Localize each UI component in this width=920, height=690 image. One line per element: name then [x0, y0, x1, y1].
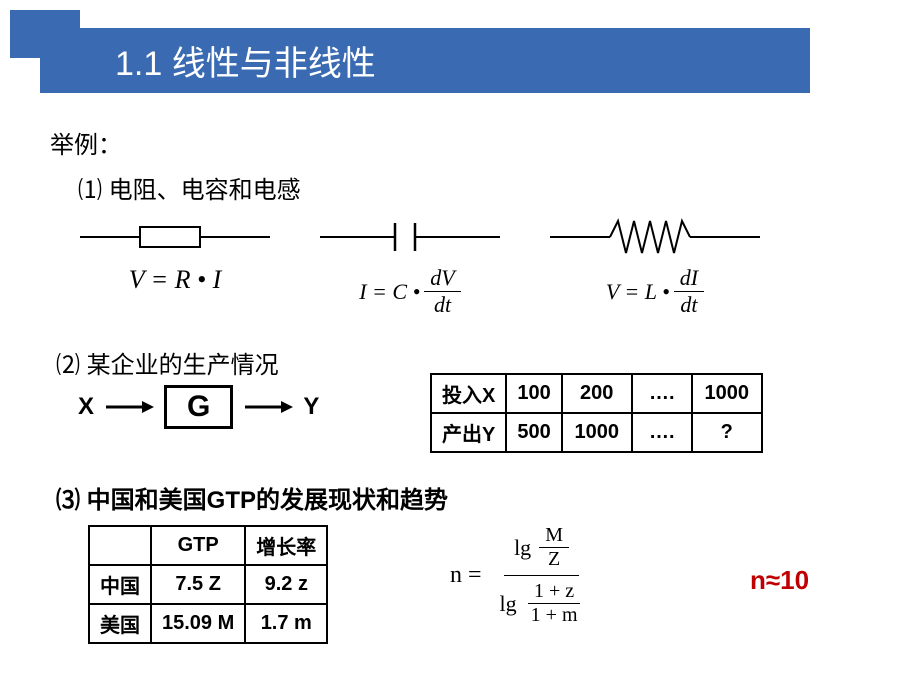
- inductor-equation: V = L • dI dt: [540, 265, 770, 318]
- gtp-table: GTP 增长率 中国 7.5 Z 9.2 z 美国 15.09 M 1.7 m: [88, 525, 328, 644]
- cell: 200: [562, 374, 632, 413]
- eq-lhs: V = L •: [606, 279, 670, 305]
- page-title: 1.1 线性与非线性: [115, 36, 376, 85]
- eq-den: dt: [428, 292, 457, 318]
- capacitor-icon: [310, 215, 510, 260]
- cell: 500: [506, 413, 561, 452]
- title-bar: 1.1 线性与非线性: [80, 28, 810, 93]
- cell: ….: [632, 374, 692, 413]
- cell: 100: [506, 374, 561, 413]
- cell: 1.7 m: [245, 604, 327, 643]
- capacitor-block: I = C • dV dt: [310, 215, 510, 318]
- header-decor: [10, 28, 40, 58]
- item1-label: ⑴ 电阻、电容和电感: [78, 170, 301, 205]
- arrow-icon: [104, 397, 154, 417]
- inner-num: M: [539, 524, 569, 548]
- flow-diagram: X G Y: [78, 385, 319, 429]
- cell: 中国: [89, 565, 151, 604]
- cell: ….: [632, 413, 692, 452]
- inner-num: 1 + z: [528, 580, 580, 604]
- cell: 1000: [562, 413, 632, 452]
- resistor-icon: [70, 215, 280, 260]
- result-text: n≈10: [750, 565, 809, 596]
- inner-den: 1 + m: [525, 604, 584, 627]
- eq-num: dI: [674, 265, 704, 292]
- cell: 15.09 M: [151, 604, 245, 643]
- cell: 投入X: [431, 374, 506, 413]
- header-decor: [40, 28, 80, 93]
- eq-lhs: I = C •: [359, 279, 420, 305]
- flow-g: G: [164, 385, 233, 429]
- header-decor: [10, 10, 80, 28]
- circuit-row: V = R • I I = C • dV dt V = L • dI: [70, 215, 830, 335]
- cell: 产出Y: [431, 413, 506, 452]
- formula-n: n = lg M Z lg 1 + z 1 + m: [450, 520, 594, 631]
- lg-label: lg: [500, 591, 517, 617]
- lg-label: lg: [514, 535, 531, 561]
- item3-label: ⑶ 中国和美国GTP的发展现状和趋势: [56, 480, 448, 515]
- eq-num: dV: [424, 265, 460, 292]
- cell: [89, 526, 151, 565]
- cell: GTP: [151, 526, 245, 565]
- cell: 7.5 Z: [151, 565, 245, 604]
- flow-x: X: [78, 393, 94, 421]
- example-label: 举例：: [50, 125, 122, 160]
- inductor-block: V = L • dI dt: [540, 215, 770, 318]
- cell: 1000: [692, 374, 762, 413]
- cell: 增长率: [245, 526, 327, 565]
- flow-y: Y: [303, 393, 319, 421]
- item2-label: ⑵ 某企业的生产情况: [56, 345, 279, 380]
- n-lhs: n =: [450, 562, 482, 589]
- cell: 美国: [89, 604, 151, 643]
- inductor-icon: [540, 215, 770, 260]
- resistor-equation: V = R • I: [70, 265, 280, 295]
- xy-table: 投入X 100 200 …. 1000 产出Y 500 1000 …. ?: [430, 373, 763, 453]
- capacitor-equation: I = C • dV dt: [310, 265, 510, 318]
- cell: ?: [692, 413, 762, 452]
- resistor-block: V = R • I: [70, 215, 280, 295]
- inner-den: Z: [542, 548, 566, 571]
- cell: 9.2 z: [245, 565, 327, 604]
- arrow-icon: [243, 397, 293, 417]
- eq-den: dt: [674, 292, 703, 318]
